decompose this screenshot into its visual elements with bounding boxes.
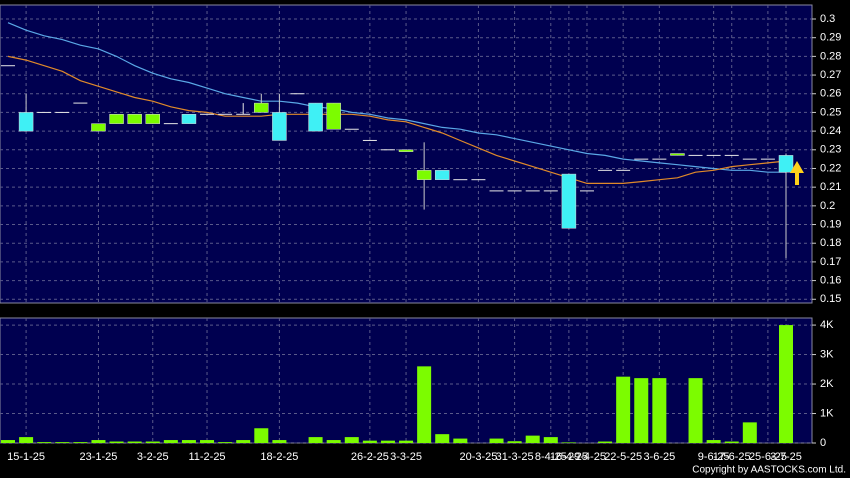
y-tick-label: 0.23 bbox=[820, 144, 841, 156]
y-tick-label: 0.19 bbox=[820, 218, 841, 230]
volume-bar bbox=[37, 442, 52, 443]
x-tick-label: 11-2-25 bbox=[188, 451, 225, 463]
volume-bar bbox=[525, 435, 540, 443]
x-tick-label: 23-1-25 bbox=[80, 451, 118, 463]
volume-bar bbox=[344, 437, 359, 443]
volume-bar bbox=[742, 422, 757, 443]
volume-bar bbox=[779, 325, 793, 443]
candle-body bbox=[109, 114, 124, 124]
volume-bar bbox=[489, 438, 504, 443]
x-tick-label: 20-3-25 bbox=[459, 451, 497, 463]
volume-bar bbox=[1, 440, 15, 443]
candle-body bbox=[145, 114, 160, 124]
y-tick-label: 0.15 bbox=[820, 293, 841, 305]
x-tick-label: 16-4-25 bbox=[550, 451, 588, 463]
x-tick-label: 26-2-25 bbox=[351, 451, 389, 463]
candle-body bbox=[181, 114, 197, 124]
x-tick-label: 22-5-25 bbox=[604, 451, 642, 463]
candle-body bbox=[18, 112, 34, 132]
x-tick-label: 8-4-25 bbox=[535, 451, 567, 463]
candle-body bbox=[127, 114, 142, 124]
volume-bar bbox=[218, 442, 233, 443]
volume-bar bbox=[561, 442, 576, 443]
x-tick-label: 15-1-25 bbox=[7, 451, 45, 463]
volume-bar bbox=[91, 440, 106, 443]
volume-bar bbox=[236, 440, 251, 443]
x-tick-label: 29-4-25 bbox=[568, 451, 606, 463]
x-tick-label: 3-2-25 bbox=[137, 451, 169, 463]
candle-body bbox=[778, 155, 794, 173]
y-tick-label: 0.27 bbox=[820, 69, 841, 81]
y-tick-label: 3K bbox=[820, 348, 834, 360]
volume-bar bbox=[453, 438, 468, 443]
volume-bar bbox=[724, 441, 739, 443]
y-tick-label: 0.21 bbox=[820, 181, 841, 193]
arrow-icon bbox=[790, 161, 804, 185]
candle-body bbox=[561, 173, 577, 229]
volume-bar bbox=[109, 441, 124, 443]
volume-bar bbox=[73, 442, 88, 443]
volume-bar bbox=[55, 442, 70, 443]
candle-body bbox=[416, 170, 432, 180]
y-tick-label: 0.29 bbox=[820, 32, 841, 44]
volume-bar bbox=[326, 440, 341, 443]
volume-bar bbox=[127, 441, 142, 443]
footer: Copyright by AASTOCKS.com Ltd. bbox=[692, 465, 846, 476]
y-tick-label: 0.17 bbox=[820, 256, 841, 268]
y-tick-label: 2K bbox=[820, 378, 834, 390]
x-tick-label: 9-6-25 bbox=[698, 451, 730, 463]
x-tick-label: 17-6-25 bbox=[713, 451, 751, 463]
volume-bar bbox=[598, 441, 613, 443]
x-tick-label: 25-6-25 bbox=[749, 451, 787, 463]
volume-bar bbox=[706, 440, 721, 443]
x-tick-label: 31-3-25 bbox=[496, 451, 534, 463]
candle-body bbox=[272, 112, 287, 141]
volume-bar bbox=[200, 440, 215, 443]
volume-bar bbox=[652, 378, 667, 443]
volume-bar bbox=[507, 441, 522, 443]
volume-bar bbox=[380, 440, 395, 443]
x-tick-label: 3-7-25 bbox=[770, 451, 802, 463]
y-tick-label: 0 bbox=[820, 437, 826, 449]
volume-bar bbox=[634, 378, 649, 443]
y-tick-label: 0.28 bbox=[820, 50, 841, 62]
y-tick-label: 4K bbox=[820, 319, 834, 331]
volume-bar bbox=[688, 378, 703, 443]
volume-bar bbox=[435, 434, 450, 443]
y-tick-label: 0.18 bbox=[820, 237, 841, 249]
volume-bar bbox=[399, 440, 414, 443]
candle-body bbox=[670, 153, 685, 156]
volume-bar bbox=[145, 441, 160, 443]
volume-bar bbox=[254, 428, 269, 443]
y-tick-label: 0.16 bbox=[820, 274, 841, 286]
candle-body bbox=[91, 123, 106, 132]
y-tick-label: 0.3 bbox=[820, 13, 835, 25]
y-tick-label: 0.25 bbox=[820, 106, 841, 118]
candle-body bbox=[434, 170, 450, 180]
candle-body bbox=[326, 102, 341, 130]
candle-body bbox=[308, 102, 323, 132]
volume-bar bbox=[163, 440, 178, 443]
moving-average-line bbox=[7, 22, 786, 173]
moving-average-line bbox=[7, 55, 787, 184]
volume-bar bbox=[308, 437, 323, 443]
y-tick-label: 0.26 bbox=[820, 88, 841, 100]
volume-bar bbox=[543, 437, 558, 443]
candle-body bbox=[254, 102, 269, 113]
y-tick-label: 0.24 bbox=[820, 125, 841, 137]
x-tick-label: 3-6-25 bbox=[643, 451, 675, 463]
volume-bar bbox=[181, 440, 196, 443]
y-tick-label: 0.22 bbox=[820, 162, 841, 174]
volume-bar bbox=[19, 437, 34, 443]
volume-bar bbox=[362, 440, 377, 443]
x-tick-label: 3-3-25 bbox=[390, 451, 422, 463]
candle-body bbox=[398, 149, 414, 152]
volume-bar bbox=[417, 366, 432, 443]
volume-bar bbox=[272, 440, 287, 443]
y-tick-label: 1K bbox=[820, 407, 834, 419]
volume-bar bbox=[616, 376, 631, 443]
x-tick-label: 18-2-25 bbox=[260, 451, 298, 463]
y-tick-label: 0.2 bbox=[820, 200, 835, 212]
